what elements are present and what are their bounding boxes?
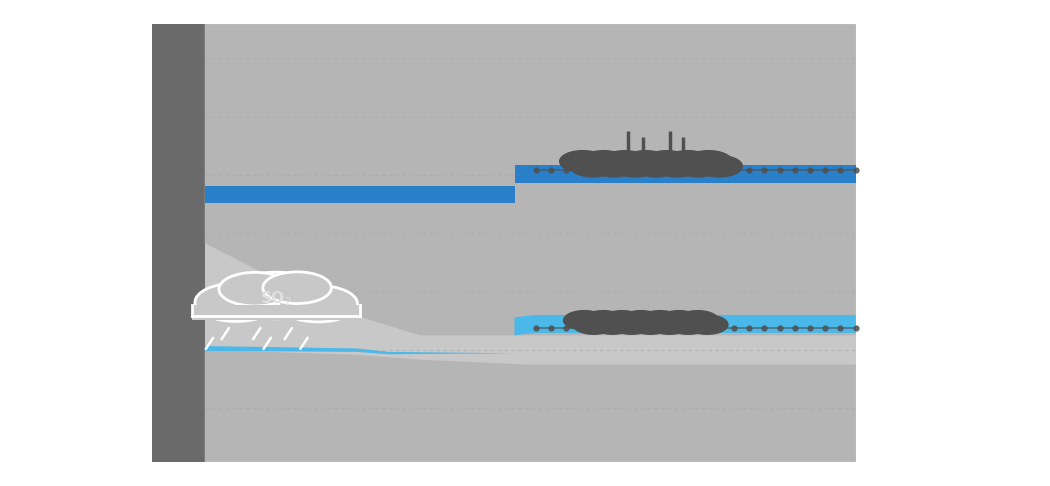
Circle shape (696, 156, 742, 177)
Circle shape (654, 156, 700, 177)
Circle shape (570, 156, 616, 177)
Circle shape (262, 272, 332, 304)
Circle shape (564, 311, 605, 330)
Circle shape (581, 151, 627, 172)
Circle shape (677, 311, 718, 330)
Circle shape (611, 315, 652, 334)
Circle shape (560, 151, 606, 172)
Circle shape (591, 156, 637, 177)
Circle shape (226, 272, 327, 319)
Circle shape (665, 151, 711, 172)
Circle shape (592, 315, 633, 334)
Circle shape (668, 315, 709, 334)
Circle shape (644, 151, 690, 172)
Circle shape (630, 315, 671, 334)
Circle shape (218, 272, 292, 306)
Circle shape (633, 156, 679, 177)
Circle shape (583, 311, 624, 330)
Circle shape (658, 311, 699, 330)
Circle shape (279, 286, 357, 322)
Polygon shape (205, 165, 856, 203)
Polygon shape (205, 350, 856, 462)
Circle shape (612, 156, 658, 177)
Circle shape (649, 315, 690, 334)
Circle shape (573, 315, 614, 334)
Circle shape (602, 151, 648, 172)
Polygon shape (205, 315, 856, 354)
Circle shape (639, 311, 680, 330)
Circle shape (623, 151, 669, 172)
Circle shape (675, 156, 721, 177)
Polygon shape (152, 24, 205, 462)
Circle shape (686, 151, 732, 172)
Circle shape (195, 283, 277, 321)
Polygon shape (205, 24, 856, 335)
Text: SO$_2$: SO$_2$ (260, 290, 292, 308)
Circle shape (621, 311, 662, 330)
Circle shape (602, 311, 643, 330)
Polygon shape (192, 305, 360, 320)
Polygon shape (152, 24, 856, 462)
Circle shape (687, 315, 728, 334)
